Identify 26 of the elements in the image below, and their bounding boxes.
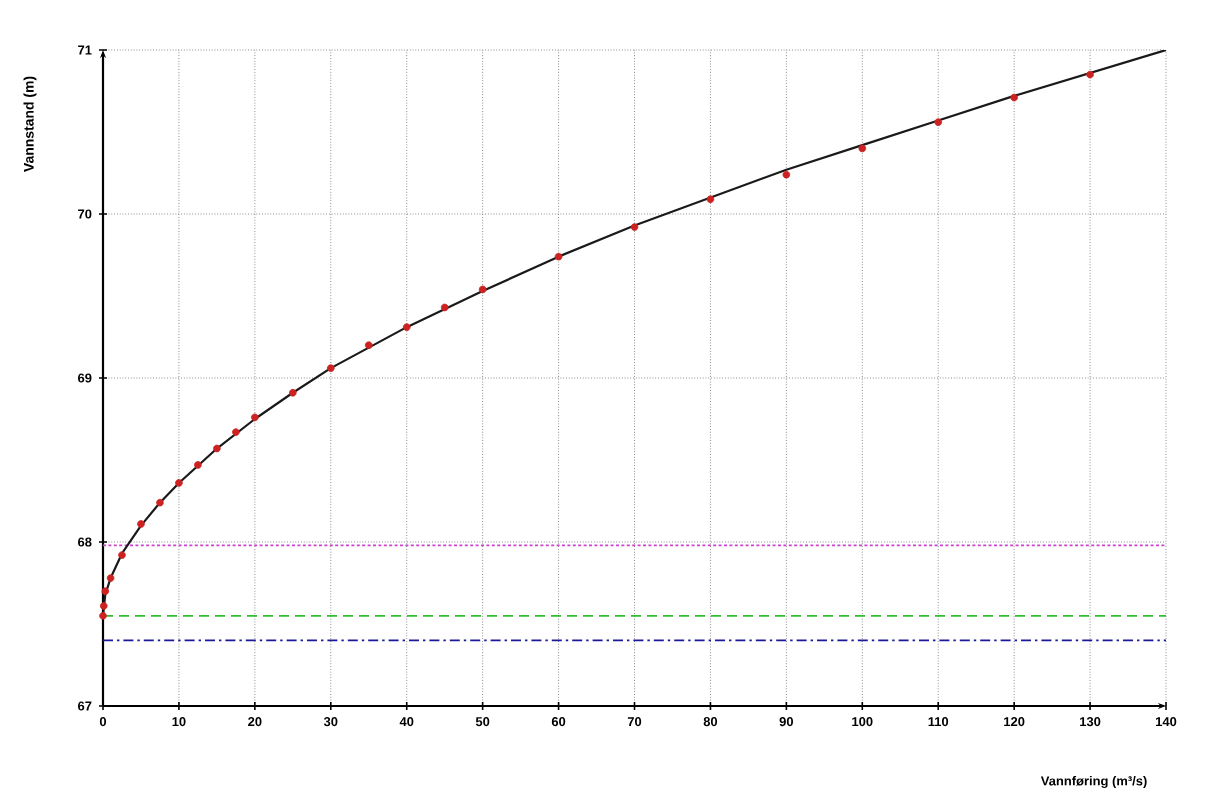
point xyxy=(289,388,297,397)
point xyxy=(194,461,202,469)
point xyxy=(175,479,183,487)
point xyxy=(630,223,639,231)
point xyxy=(101,587,110,595)
point xyxy=(858,144,867,153)
point xyxy=(99,602,108,610)
point xyxy=(326,364,335,372)
point xyxy=(156,498,164,507)
point xyxy=(782,170,791,179)
point xyxy=(251,413,259,422)
point xyxy=(213,444,221,453)
point xyxy=(99,612,107,620)
point xyxy=(706,195,715,204)
point xyxy=(934,118,943,126)
point xyxy=(554,252,563,261)
point xyxy=(106,574,115,582)
point xyxy=(1086,70,1094,79)
point xyxy=(118,551,126,559)
point xyxy=(478,285,487,294)
point xyxy=(1010,93,1018,102)
point xyxy=(364,341,373,349)
point xyxy=(232,428,240,436)
point xyxy=(402,323,411,331)
point xyxy=(137,520,145,528)
point xyxy=(440,303,449,312)
